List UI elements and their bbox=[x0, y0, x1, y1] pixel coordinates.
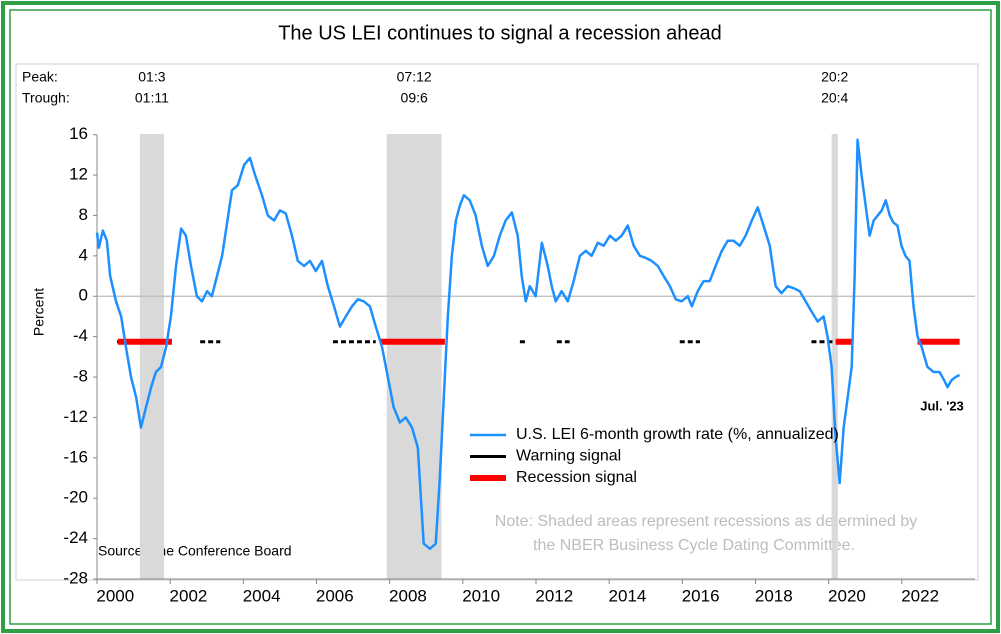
note: the NBER Business Cycle Dating Committee… bbox=[533, 537, 855, 554]
x-tick-label: 2020 bbox=[828, 586, 866, 605]
recession-trough: 09:6 bbox=[401, 90, 428, 106]
y-tick-label: 4 bbox=[79, 245, 88, 264]
y-tick-label: -12 bbox=[63, 407, 88, 426]
y-axis-label: Percent bbox=[31, 288, 47, 336]
x-tick-label: 2014 bbox=[609, 586, 647, 605]
recession-peak: 01:3 bbox=[138, 69, 165, 85]
y-tick-label: 12 bbox=[69, 165, 88, 184]
x-tick-label: 2004 bbox=[243, 586, 281, 605]
y-tick-label: 0 bbox=[79, 286, 88, 305]
source: Source: The Conference Board bbox=[98, 543, 292, 559]
recession-peak: 20:2 bbox=[821, 69, 848, 85]
recession-trough: 20:4 bbox=[821, 90, 848, 106]
plot-frame bbox=[15, 63, 979, 581]
x-tick-label: 2016 bbox=[682, 586, 720, 605]
trough-label: Trough: bbox=[22, 90, 70, 106]
peak-label: Peak: bbox=[22, 69, 58, 85]
recession-band bbox=[831, 134, 838, 579]
x-tick-label: 2008 bbox=[389, 586, 427, 605]
y-tick-label: -24 bbox=[63, 528, 88, 547]
x-tick-label: 2002 bbox=[170, 586, 208, 605]
x-tick-label: 2010 bbox=[462, 586, 500, 605]
y-tick-label: -16 bbox=[63, 447, 88, 466]
legend-label: U.S. LEI 6-month growth rate (%, annuali… bbox=[516, 426, 839, 443]
y-tick-label: -8 bbox=[73, 367, 88, 386]
recession-peak: 07:12 bbox=[397, 69, 432, 85]
annotation: Jul. '23 bbox=[920, 398, 964, 413]
x-tick-label: 2022 bbox=[901, 586, 939, 605]
y-tick-label: -4 bbox=[73, 326, 88, 345]
recession-band bbox=[386, 134, 442, 579]
recession-band bbox=[139, 134, 164, 579]
x-tick-label: 2012 bbox=[535, 586, 573, 605]
x-tick-label: 2006 bbox=[316, 586, 354, 605]
y-tick-label: -28 bbox=[63, 568, 88, 587]
x-tick-label: 2018 bbox=[755, 586, 793, 605]
legend-label: Recession signal bbox=[516, 469, 637, 486]
y-tick-label: 16 bbox=[69, 124, 88, 143]
note: Note: Shaded areas represent recessions … bbox=[495, 513, 917, 530]
chart-title: The US LEI continues to signal a recessi… bbox=[278, 22, 722, 44]
y-tick-label: -20 bbox=[63, 488, 88, 507]
recession-trough: 01:11 bbox=[135, 90, 169, 106]
inner-frame bbox=[9, 9, 992, 625]
series-line bbox=[95, 138, 961, 550]
x-tick-label: 2000 bbox=[96, 586, 134, 605]
legend-label: Warning signal bbox=[516, 448, 621, 465]
y-tick-label: 8 bbox=[79, 205, 88, 224]
